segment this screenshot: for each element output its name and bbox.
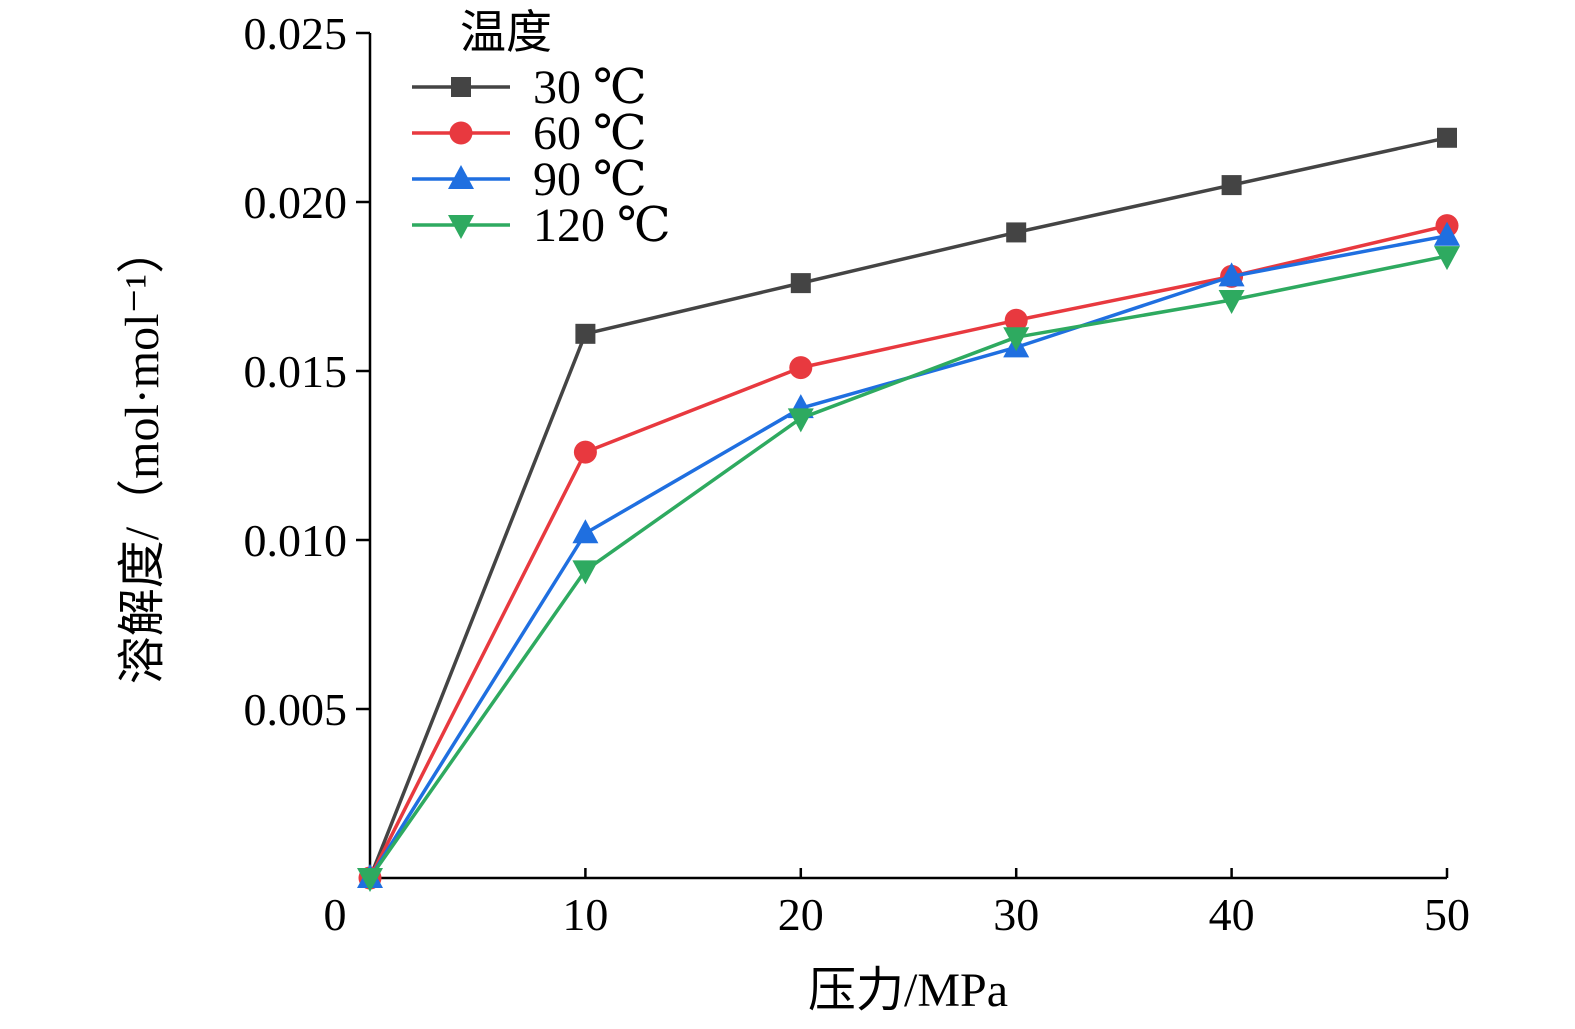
series-60	[358, 214, 1459, 890]
series-90	[357, 221, 1460, 888]
data-point	[357, 868, 383, 892]
y-axis-title: 溶解度/（mol·mol⁻¹）	[116, 226, 169, 684]
data-point	[1003, 327, 1030, 352]
x-ticks: 0 10 20 30 40 50	[324, 868, 1470, 940]
legend-label: 60 ℃	[533, 107, 647, 160]
legend-item: 60 ℃	[412, 107, 647, 160]
legend-swatch-marker	[451, 77, 471, 97]
x-tick-label: 40	[1209, 889, 1255, 940]
x-tick-label: 10	[562, 889, 608, 940]
data-point	[1434, 221, 1460, 246]
x-axis-title: 压力/MPa	[808, 964, 1008, 1017]
y-tick-label: 0.025	[244, 8, 348, 59]
data-point	[575, 323, 596, 344]
x-tick-label: 0	[324, 889, 347, 940]
x-tick-label: 30	[993, 889, 1039, 940]
data-point	[787, 408, 814, 433]
legend-swatch-marker	[448, 165, 474, 189]
data-point	[572, 560, 599, 585]
axes	[368, 33, 1447, 880]
data-point	[1004, 308, 1028, 332]
legend-label: 30 ℃	[533, 61, 647, 114]
data-point	[790, 273, 811, 294]
y-tick-label: 0.005	[244, 684, 348, 735]
legend-label: 90 ℃	[533, 153, 647, 206]
y-tick-label: 0.010	[244, 515, 348, 566]
data-point	[789, 356, 813, 380]
data-point	[572, 519, 599, 544]
data-point	[1006, 222, 1027, 243]
data-point	[573, 440, 597, 464]
legend-swatch-marker	[449, 121, 473, 145]
series-line	[368, 223, 1448, 879]
series-layer	[357, 127, 1460, 892]
series-line	[368, 254, 1448, 880]
series-120	[357, 246, 1460, 892]
y-tick-label: 0.020	[244, 177, 348, 228]
data-point	[1434, 246, 1460, 271]
data-point	[1437, 127, 1457, 148]
series-line	[368, 136, 1448, 879]
y-tick-label: 0.015	[244, 346, 348, 397]
legend-item: 30 ℃	[412, 61, 647, 114]
y-ticks: 0.005 0.010 0.015 0.020 0.025	[244, 8, 370, 735]
x-tick-label: 50	[1424, 889, 1470, 940]
x-tick-label: 20	[778, 889, 824, 940]
legend-swatch-marker	[448, 215, 474, 239]
data-point	[1218, 290, 1245, 315]
legend-label: 120 ℃	[533, 199, 671, 252]
legend-item: 90 ℃	[412, 153, 647, 206]
legend-title: 温度	[460, 7, 552, 58]
data-point	[1221, 175, 1242, 196]
series-30	[360, 127, 1457, 888]
data-point	[1218, 262, 1245, 287]
legend-item: 120 ℃	[412, 199, 671, 252]
